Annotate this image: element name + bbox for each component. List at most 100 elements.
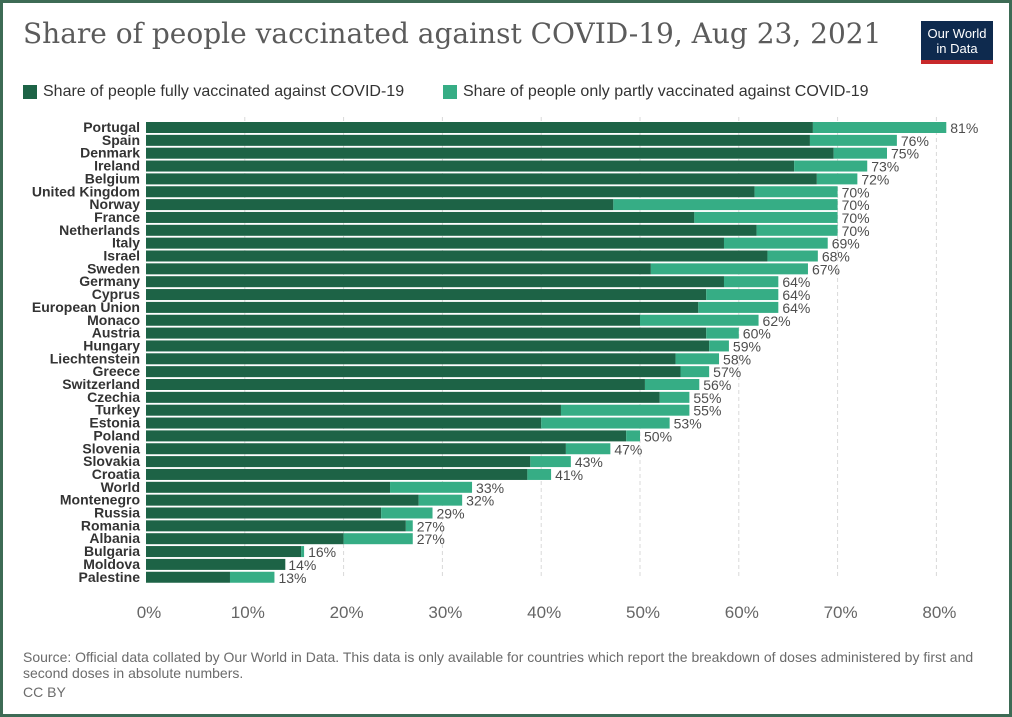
bar-partly[interactable] — [816, 173, 858, 185]
bar-fully[interactable] — [146, 558, 286, 570]
bar-partly[interactable] — [343, 533, 413, 545]
source-note: Source: Official data collated by Our Wo… — [23, 649, 974, 681]
category-label: Palestine — [79, 569, 141, 585]
bar-fully[interactable] — [146, 417, 542, 429]
bar-partly[interactable] — [698, 301, 779, 313]
bar-fully[interactable] — [146, 520, 406, 532]
bar-fully[interactable] — [146, 276, 724, 288]
bar-partly[interactable] — [644, 379, 700, 390]
value-label: 50% — [644, 428, 672, 444]
bar-partly[interactable] — [723, 237, 828, 249]
bar-partly[interactable] — [418, 494, 463, 506]
bar-partly[interactable] — [809, 134, 897, 146]
bar-partly[interactable] — [381, 507, 433, 519]
bar-fully[interactable] — [146, 366, 681, 378]
bar-partly[interactable] — [565, 443, 611, 455]
bar-fully[interactable] — [146, 391, 660, 403]
value-label: 53% — [674, 416, 702, 432]
legend-item-partly[interactable]: Share of people only partly vaccinated a… — [443, 83, 869, 101]
bar-fully[interactable] — [146, 199, 614, 211]
bar-fully[interactable] — [146, 237, 724, 249]
bar-partly[interactable] — [527, 468, 552, 480]
x-tick-label: 60% — [725, 603, 759, 622]
bar-fully[interactable] — [146, 301, 699, 313]
bar-partly[interactable] — [794, 160, 868, 172]
bar-fully[interactable] — [146, 468, 528, 480]
bar-fully[interactable] — [146, 160, 795, 172]
bar-fully[interactable] — [146, 327, 707, 339]
bar-partly[interactable] — [694, 211, 838, 223]
bar-fully[interactable] — [146, 147, 834, 159]
bar-partly[interactable] — [812, 122, 947, 133]
bar-partly[interactable] — [229, 571, 275, 583]
value-label: 27% — [417, 531, 445, 547]
legend-item-fully[interactable]: Share of people fully vaccinated against… — [23, 83, 404, 101]
bar-partly[interactable] — [754, 186, 838, 198]
value-label: 32% — [466, 493, 494, 509]
x-tick-label: 50% — [626, 603, 660, 622]
bar-fully[interactable] — [146, 289, 707, 301]
x-tick-label: 30% — [428, 603, 462, 622]
bar-partly[interactable] — [659, 391, 690, 403]
category-label: Cyprus — [92, 286, 140, 302]
bar-partly[interactable] — [405, 520, 413, 532]
category-label: Turkey — [95, 402, 140, 418]
category-label: Albania — [89, 530, 140, 546]
category-label: France — [94, 209, 140, 225]
bar-fully[interactable] — [146, 134, 810, 146]
legend-swatch-fully — [23, 85, 37, 99]
bar-fully[interactable] — [146, 211, 695, 223]
value-label: 60% — [743, 326, 771, 342]
bar-fully[interactable] — [146, 340, 710, 352]
bar-partly[interactable] — [680, 366, 710, 378]
value-label: 55% — [693, 390, 721, 406]
category-label: Czechia — [87, 389, 140, 405]
x-tick-label: 0% — [137, 603, 162, 622]
bar-partly[interactable] — [650, 263, 808, 275]
bar-fully[interactable] — [146, 481, 391, 493]
bar-fully[interactable] — [146, 186, 755, 198]
bar-fully[interactable] — [146, 571, 230, 583]
bar-fully[interactable] — [146, 263, 651, 275]
bar-partly[interactable] — [723, 276, 779, 288]
bar-fully[interactable] — [146, 494, 419, 506]
bar-partly[interactable] — [541, 417, 670, 429]
value-label: 73% — [871, 159, 899, 175]
bar-fully[interactable] — [146, 122, 813, 133]
bar-partly[interactable] — [390, 481, 473, 493]
bar-partly[interactable] — [706, 289, 779, 301]
bar-fully[interactable] — [146, 430, 627, 442]
bar-partly[interactable] — [756, 224, 838, 236]
bar-partly[interactable] — [675, 353, 720, 365]
bar-fully[interactable] — [146, 250, 768, 262]
bar-partly[interactable] — [709, 340, 729, 352]
bar-partly[interactable] — [301, 546, 305, 558]
bar-fully[interactable] — [146, 379, 645, 390]
owid-logo[interactable]: Our World in Data — [921, 21, 993, 64]
bar-partly[interactable] — [626, 430, 640, 442]
bar-fully[interactable] — [146, 456, 531, 468]
category-label: Moldova — [83, 556, 140, 572]
bar-partly[interactable] — [530, 456, 571, 468]
legend-swatch-partly — [443, 85, 457, 99]
bar-fully[interactable] — [146, 443, 566, 455]
bar-fully[interactable] — [146, 173, 817, 185]
bar-fully[interactable] — [146, 507, 382, 519]
stacked-bar-chart: 0% 10% 20% 30% 40% 50% 60% 70% 80% Portugal 81% Spa… — [32, 117, 978, 622]
bar-partly[interactable] — [767, 250, 818, 262]
bar-fully[interactable] — [146, 314, 640, 326]
bar-partly[interactable] — [640, 314, 759, 326]
bar-partly[interactable] — [706, 327, 739, 339]
bar-partly[interactable] — [833, 147, 887, 159]
bar-fully[interactable] — [146, 224, 757, 236]
category-label: Israel — [103, 248, 140, 264]
bar-partly[interactable] — [613, 199, 838, 211]
bar-fully[interactable] — [146, 404, 561, 416]
bar-fully[interactable] — [146, 546, 302, 558]
bar-fully[interactable] — [146, 533, 344, 545]
bar-partly[interactable] — [560, 404, 690, 416]
logo-line-1: Our World — [927, 26, 987, 41]
bar-fully[interactable] — [146, 353, 676, 365]
x-tick-label: 70% — [824, 603, 858, 622]
value-label: 33% — [476, 480, 504, 496]
